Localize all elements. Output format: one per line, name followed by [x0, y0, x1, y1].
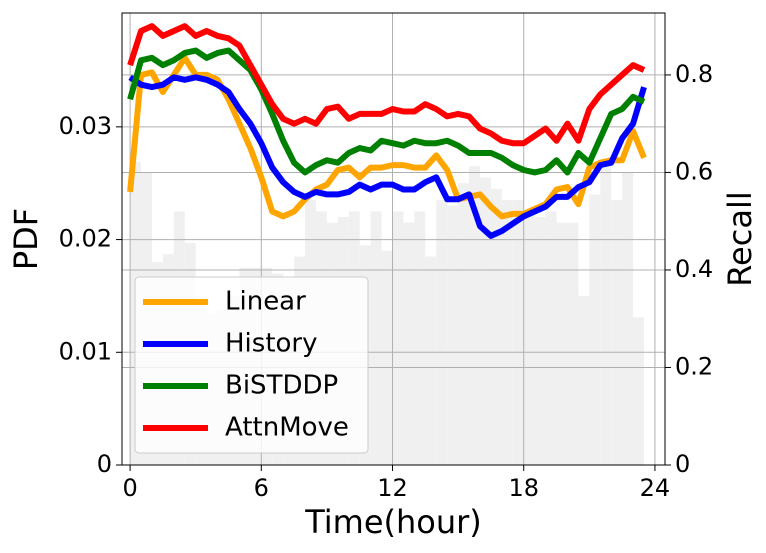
y-tick-label: 0.03 [59, 112, 112, 140]
histogram-bar [523, 211, 535, 465]
histogram-bar [534, 217, 546, 465]
series-line [127, 47, 646, 176]
histogram-bar [589, 194, 601, 465]
y2-tick-label: 0.2 [675, 352, 713, 380]
histogram-bar [469, 166, 480, 465]
legend-label: History [225, 329, 318, 359]
x-axis-label: Time(hour) [304, 503, 482, 541]
y-tick-label: 0 [97, 450, 112, 478]
histogram-bar [556, 222, 568, 465]
histogram-bar [447, 205, 459, 466]
histogram-bar [622, 171, 634, 465]
histogram-bar [567, 222, 579, 465]
x-tick-label: 6 [254, 474, 269, 502]
histogram-bar [633, 317, 645, 465]
legend: Linear History BiSTDDP AttnMove [134, 276, 369, 454]
histogram-bar [370, 211, 382, 465]
y-axis-label: PDF [7, 208, 45, 270]
legend-box [134, 276, 369, 454]
histogram-bar [381, 250, 393, 465]
legend-label: BiSTDDP [225, 371, 338, 401]
histogram-bar [425, 256, 437, 465]
y2-tick-label: 0 [675, 450, 690, 478]
histogram-bar [403, 222, 415, 465]
series-line [128, 74, 647, 239]
x-tick-label: 18 [508, 474, 539, 502]
y-tick-label: 0.01 [59, 337, 112, 365]
histogram-bar [479, 177, 491, 465]
histogram-bar [501, 200, 513, 465]
histogram-bar [600, 160, 612, 466]
x-tick-label: 24 [640, 474, 671, 502]
y2-tick-label: 0.4 [675, 255, 713, 283]
histogram-bar [458, 183, 470, 466]
histogram-bar [490, 188, 502, 465]
x-tick-label: 0 [122, 474, 137, 502]
y2-tick-label: 0.8 [675, 60, 713, 88]
x-tick-label: 12 [377, 474, 408, 502]
y2-axis-label: Recall [721, 191, 759, 286]
histogram-bar [436, 200, 448, 465]
histogram-bar [545, 211, 557, 465]
plot-frame [121, 12, 666, 466]
series-line [127, 54, 647, 220]
histogram-bar [392, 211, 404, 465]
legend-label: Linear [225, 287, 306, 317]
y-tick-label: 0.02 [59, 225, 112, 253]
histogram-bar [512, 200, 524, 465]
histogram-bar [414, 211, 426, 465]
y2-tick-label: 0.6 [675, 157, 713, 185]
series-line [127, 23, 646, 147]
histogram-bar [578, 295, 590, 465]
histogram-bar [611, 200, 623, 465]
legend-label: AttnMove [225, 413, 349, 443]
